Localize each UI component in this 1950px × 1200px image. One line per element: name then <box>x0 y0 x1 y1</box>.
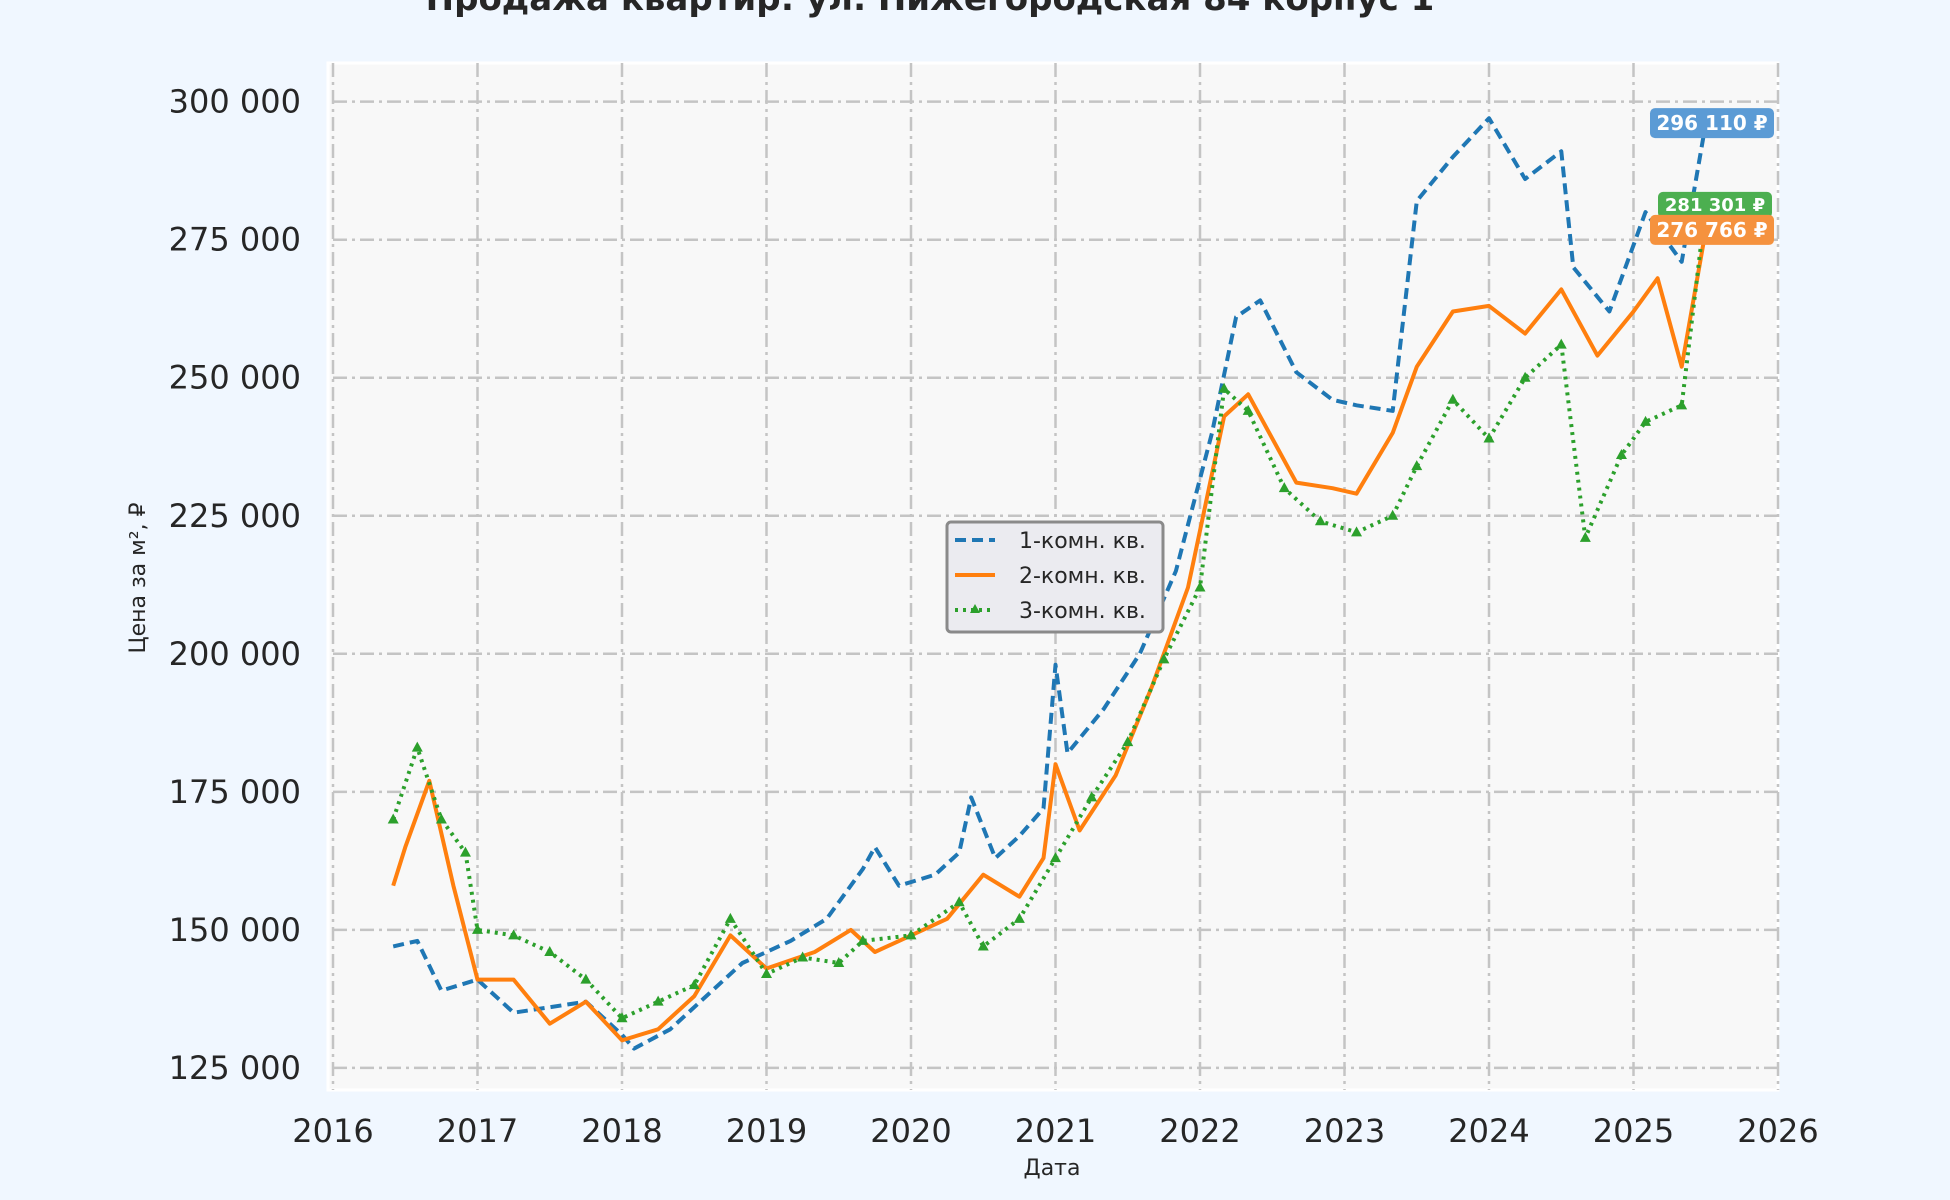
x-tick-label-2022: 2022 <box>1159 1112 1240 1150</box>
y-tick-label-225000: 225 000 <box>169 497 301 535</box>
grid <box>331 63 1780 1090</box>
series-3-marker <box>1351 526 1363 537</box>
series-3-marker <box>1483 432 1495 443</box>
series-layer <box>387 116 1712 1051</box>
series-markers-3 <box>387 198 1712 1023</box>
series-3-marker <box>411 741 423 752</box>
series-3-marker <box>472 923 483 934</box>
series-3-marker <box>508 929 520 940</box>
x-tick-label-2019: 2019 <box>726 1112 807 1150</box>
series-3-marker <box>544 945 556 956</box>
legend: 1-комн. кв. 2-комн. кв. 3-комн. кв. <box>945 520 1165 634</box>
x-tick-label-2020: 2020 <box>870 1112 951 1150</box>
x-tick-label-2026: 2026 <box>1737 1112 1818 1150</box>
end-value-badge-2: 281 301 ₽ <box>1658 191 1772 218</box>
y-axis-title: Цена за м², ₽ <box>126 502 151 653</box>
series-3-marker <box>1050 852 1061 863</box>
x-tick-label-2016: 2016 <box>292 1112 373 1150</box>
series-3-marker <box>761 968 772 979</box>
series-3-marker <box>1615 449 1627 460</box>
series-3-marker <box>459 846 471 857</box>
y-tick-label-150000: 150 000 <box>169 911 301 949</box>
series-3-marker <box>977 940 989 951</box>
series-3-marker <box>1278 482 1290 493</box>
series-3-marker <box>652 995 664 1006</box>
y-tick-label-125000: 125 000 <box>169 1049 301 1087</box>
legend-label-1: 1-комн. кв. <box>1019 529 1146 554</box>
series-3-marker <box>387 813 399 824</box>
x-axis: 2016 2017 2018 2019 2020 2021 2022 2023 2024 2025… <box>292 1112 1818 1150</box>
y-tick-label-175000: 175 000 <box>169 773 301 811</box>
end-value-badge-bg <box>1658 191 1772 218</box>
legend-label-2: 2-комн. кв. <box>1019 564 1146 589</box>
series-3-marker <box>1086 791 1098 802</box>
x-axis-title: Дата <box>1024 1156 1081 1181</box>
end-value-badge-text: 281 301 ₽ <box>1665 195 1765 216</box>
series-3-marker <box>1640 415 1652 426</box>
x-tick-label-2017: 2017 <box>437 1112 518 1150</box>
y-tick-label-200000: 200 000 <box>169 635 301 673</box>
series-3-marker <box>1579 531 1591 542</box>
series-3-marker <box>953 896 965 907</box>
series-3-marker <box>1194 581 1206 592</box>
series-3-marker <box>1314 515 1326 526</box>
end-value-labels: 296 110 ₽ 281 301 ₽276 766 ₽ <box>1650 108 1774 245</box>
series-3-marker <box>580 973 592 984</box>
series-3-marker <box>905 929 917 940</box>
chart-title: Продажа квартир: ул. Нижегородская 84 ко… <box>426 0 1435 19</box>
legend-box <box>945 520 1165 634</box>
series-3-marker <box>857 934 869 945</box>
end-value-badge-text: 296 110 ₽ <box>1656 111 1767 135</box>
series-3-marker <box>688 979 700 990</box>
legend-marker-3 <box>970 604 980 613</box>
series-3-marker <box>797 951 809 962</box>
y-tick-label-250000: 250 000 <box>169 359 301 397</box>
series-3-marker <box>833 957 845 968</box>
y-axis: 125 000 150 000 175 000 200 000 225 000 250 0… <box>169 83 301 1087</box>
series-3-marker <box>1158 653 1170 664</box>
x-tick-label-2024: 2024 <box>1448 1112 1529 1150</box>
y-tick-label-300000: 300 000 <box>169 83 301 121</box>
series-3-marker <box>1242 404 1254 415</box>
series-3-marker <box>724 912 736 923</box>
series-3-marker <box>435 813 447 824</box>
series-3-marker <box>1411 460 1423 471</box>
series-3-marker <box>1218 382 1230 393</box>
series-3-marker <box>1387 509 1399 520</box>
series-3-marker <box>1519 371 1531 382</box>
x-tick-label-2018: 2018 <box>581 1112 662 1150</box>
end-value-badge-bg <box>1650 214 1774 245</box>
y-tick-label-275000: 275 000 <box>169 221 301 259</box>
x-tick-label-2025: 2025 <box>1593 1112 1674 1150</box>
end-value-badge-text: 276 766 ₽ <box>1656 218 1767 242</box>
end-value-badge-1: 296 110 ₽ <box>1650 108 1774 139</box>
x-tick-label-2023: 2023 <box>1304 1112 1385 1150</box>
end-value-badge-bg <box>1650 108 1774 139</box>
series-3-marker <box>1013 912 1025 923</box>
legend-label-3: 3-комн. кв. <box>1019 599 1146 624</box>
series-3-marker <box>1122 736 1134 747</box>
end-value-badge-3: 276 766 ₽ <box>1650 214 1774 245</box>
series-3-marker <box>1676 399 1688 410</box>
series-3-marker <box>616 1012 628 1023</box>
series-3-marker <box>1555 338 1567 349</box>
series-3-marker <box>1447 393 1459 404</box>
x-tick-label-2021: 2021 <box>1015 1112 1096 1150</box>
series-line-2 <box>391 229 1708 1043</box>
